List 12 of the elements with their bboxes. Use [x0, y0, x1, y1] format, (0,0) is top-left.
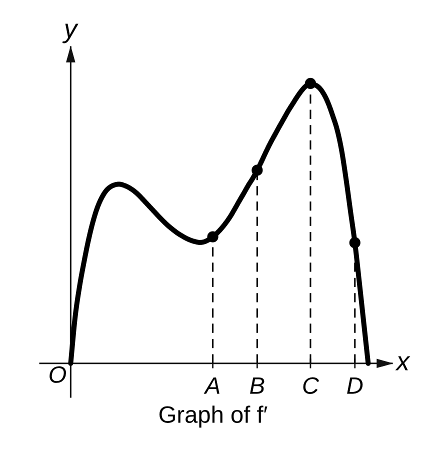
y-axis-title: y	[62, 24, 78, 44]
x-tick-label: B	[250, 377, 264, 394]
x-axis-title: x	[395, 356, 410, 370]
point	[304, 78, 316, 89]
point	[252, 164, 263, 176]
point	[349, 237, 360, 248]
text: O	[50, 366, 66, 383]
text: Graph of f′	[159, 406, 268, 428]
x-tick-label: C	[303, 377, 320, 394]
point	[207, 231, 218, 242]
x-tick-label: D	[347, 377, 363, 394]
x-tick-label: A	[204, 377, 220, 394]
